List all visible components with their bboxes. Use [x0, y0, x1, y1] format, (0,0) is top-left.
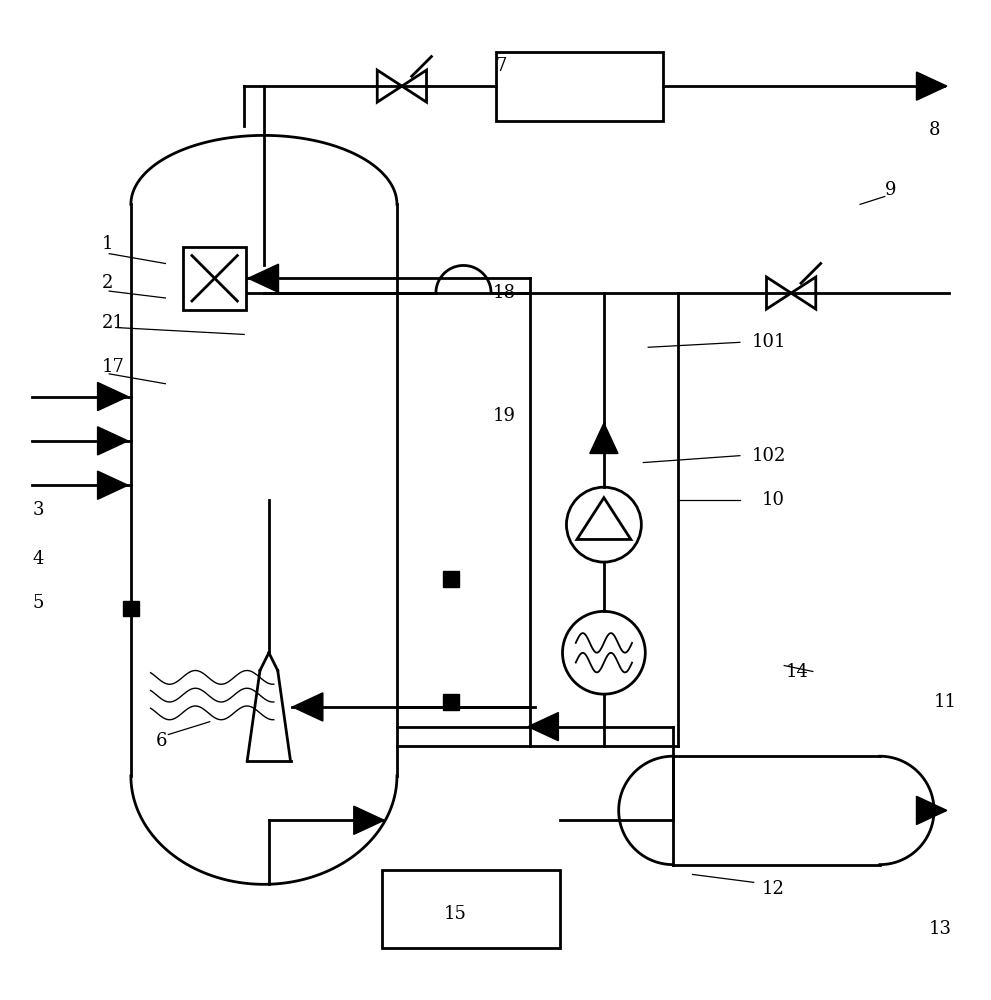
- Text: 11: 11: [935, 693, 957, 711]
- Text: 7: 7: [496, 57, 506, 75]
- Bar: [443, 571, 459, 587]
- Text: 21: 21: [101, 314, 124, 332]
- Text: 1: 1: [101, 235, 113, 253]
- Text: 15: 15: [443, 905, 466, 923]
- Text: 13: 13: [930, 920, 952, 938]
- Bar: [496, 52, 663, 121]
- Text: 6: 6: [156, 732, 167, 750]
- Text: 8: 8: [930, 121, 940, 139]
- Polygon shape: [292, 693, 323, 721]
- Polygon shape: [97, 471, 128, 499]
- Text: 101: 101: [752, 333, 786, 351]
- Text: 14: 14: [786, 663, 809, 681]
- Text: 17: 17: [101, 358, 124, 376]
- Text: 12: 12: [761, 880, 785, 898]
- Text: 18: 18: [493, 284, 515, 302]
- Polygon shape: [97, 427, 128, 455]
- Polygon shape: [590, 423, 618, 453]
- Bar: [123, 601, 139, 616]
- Bar: [383, 870, 560, 948]
- Text: 102: 102: [752, 447, 786, 465]
- Text: 10: 10: [761, 491, 785, 509]
- Polygon shape: [917, 72, 946, 100]
- Text: 2: 2: [101, 274, 113, 292]
- Polygon shape: [97, 382, 128, 411]
- Text: 9: 9: [885, 181, 896, 199]
- Bar: [443, 694, 459, 710]
- Text: 5: 5: [33, 594, 44, 612]
- Polygon shape: [528, 713, 558, 741]
- Bar: [183, 247, 246, 310]
- Polygon shape: [248, 264, 278, 292]
- Text: 4: 4: [33, 550, 44, 568]
- Polygon shape: [354, 806, 385, 834]
- Text: 3: 3: [33, 501, 44, 519]
- Polygon shape: [917, 796, 946, 825]
- Text: 19: 19: [493, 407, 515, 425]
